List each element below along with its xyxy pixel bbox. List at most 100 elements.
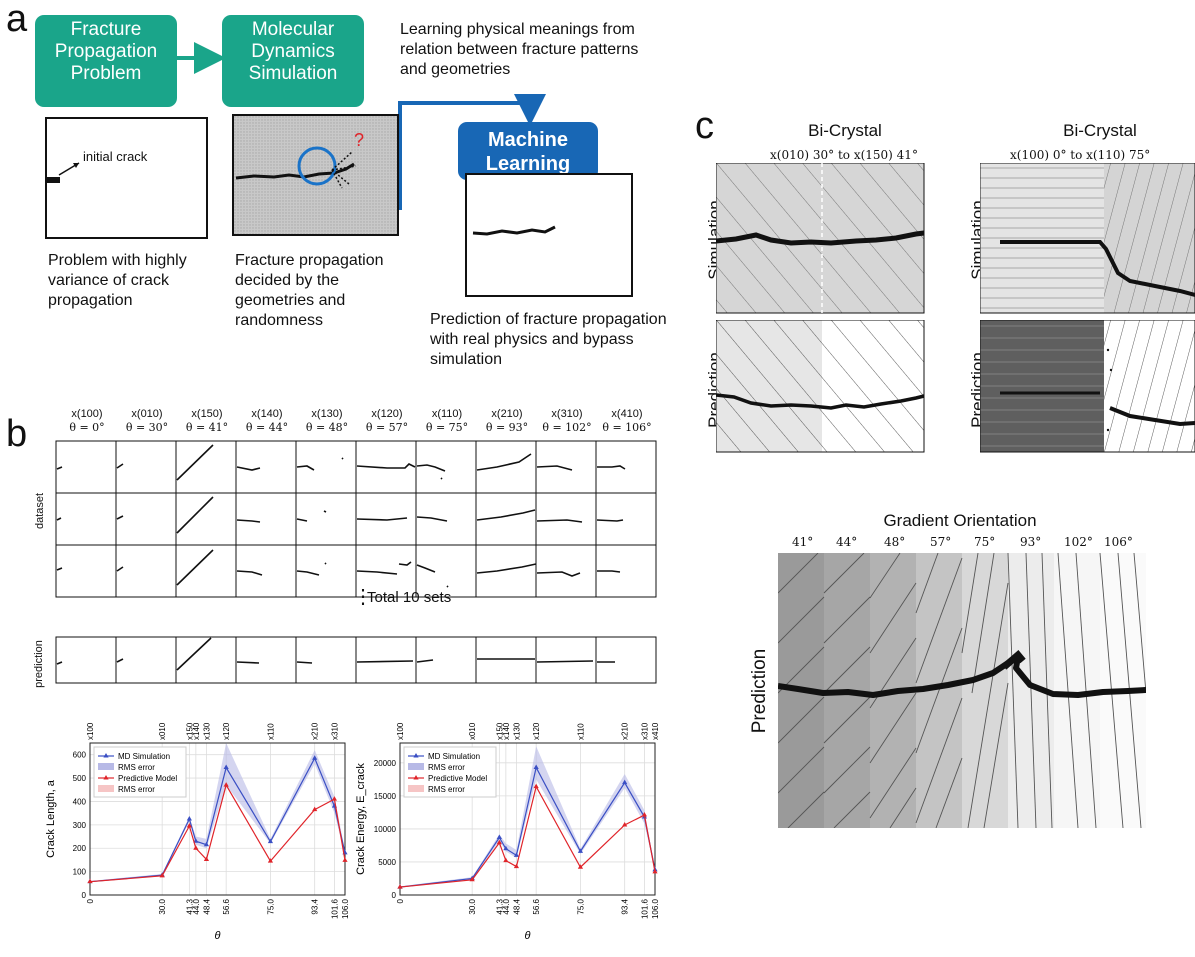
question-mark: ? bbox=[354, 130, 365, 150]
dataset-label: dataset bbox=[34, 492, 47, 530]
bicrystal-right-title: Bi-Crystal bbox=[1063, 121, 1137, 140]
prediction-row-label: prediction bbox=[32, 640, 45, 688]
x-tick-label: 30.0 bbox=[158, 898, 167, 914]
data-point bbox=[622, 821, 628, 827]
md-simulation-image: ? bbox=[232, 114, 399, 236]
panel-a-label: a bbox=[6, 0, 28, 40]
data-point bbox=[496, 839, 502, 845]
dataset-grid-lines bbox=[55, 440, 657, 598]
molecular-dynamics-box: Molecular Dynamics Simulation bbox=[222, 15, 364, 107]
y-tick-label: 0 bbox=[82, 891, 87, 900]
initial-crack-label: initial crack bbox=[83, 149, 148, 164]
y-tick-label: 400 bbox=[73, 797, 87, 806]
x-tick-label: 41.3 bbox=[185, 898, 194, 914]
legend: MD Simulation RMS error Predictive Model RM… bbox=[93, 746, 187, 798]
y-tick-label: 200 bbox=[73, 844, 87, 853]
col-plane: x(210) bbox=[491, 408, 523, 420]
data-point bbox=[186, 823, 192, 828]
legend: MD Simulation RMS error Predictive Model RM… bbox=[403, 746, 497, 798]
legend-label: RMS error bbox=[118, 785, 155, 794]
data-point bbox=[193, 845, 199, 850]
plot-frame bbox=[89, 742, 346, 896]
data-point bbox=[223, 782, 229, 787]
col-plane: x(100) bbox=[71, 408, 103, 420]
y-tick-label: 20000 bbox=[374, 759, 397, 768]
top-tick-label: x210 bbox=[311, 722, 320, 740]
data-point bbox=[577, 864, 584, 869]
legend-label: Predictive Model bbox=[428, 774, 487, 783]
data-point bbox=[641, 812, 648, 817]
crack-length-chart: 0 100 200 300 400 500 600 0 30.0 41.344.0 48.4 56.6… bbox=[45, 722, 350, 942]
col-plane: x(010) bbox=[131, 408, 163, 420]
legend-label: MD Simulation bbox=[118, 752, 170, 761]
data-point bbox=[652, 868, 658, 874]
top-tick-label: x110 bbox=[576, 723, 585, 740]
top-tick-label: x140 bbox=[502, 722, 511, 740]
data-point bbox=[159, 872, 165, 878]
data-point bbox=[267, 838, 274, 844]
series-line bbox=[399, 784, 656, 888]
legend-label: RMS error bbox=[428, 763, 465, 772]
top-tick-label: x130 bbox=[512, 722, 521, 740]
data-point bbox=[223, 764, 229, 770]
legend-label: Predictive Model bbox=[118, 774, 177, 783]
data-point bbox=[503, 845, 509, 851]
legend-marker bbox=[413, 775, 419, 780]
data-point bbox=[312, 806, 318, 812]
x-tick-label: 93.4 bbox=[311, 898, 320, 914]
col-plane: x(150) bbox=[191, 408, 223, 420]
dataset-cracks bbox=[56, 444, 626, 588]
y-tick-label: 600 bbox=[73, 751, 87, 760]
col-theta: θ = 106° bbox=[602, 421, 652, 434]
problem-image: initial crack bbox=[45, 117, 208, 239]
x-tick-label: 48.4 bbox=[512, 898, 521, 914]
top-tick-label: x100 bbox=[396, 722, 405, 740]
x-tick-label: 0 bbox=[86, 898, 95, 903]
data-point bbox=[267, 858, 274, 863]
machine-learning-box: Machine Learning bbox=[458, 122, 598, 180]
y-tick-label: 300 bbox=[73, 821, 87, 830]
x-tick-label: 106.0 bbox=[651, 898, 660, 919]
rms-error-band bbox=[400, 746, 655, 888]
data-point bbox=[533, 783, 539, 789]
angle-label: 57° bbox=[930, 535, 952, 549]
col-theta: θ = 41° bbox=[185, 421, 229, 434]
col-theta: θ = 48° bbox=[305, 421, 349, 434]
top-tick-label: x150 bbox=[185, 722, 194, 740]
ml-crack-drawing bbox=[472, 225, 556, 236]
col-plane: x(130) bbox=[311, 408, 343, 420]
top-tick-label: x010 bbox=[158, 722, 167, 740]
data-point bbox=[203, 841, 210, 847]
panel-c-label: c bbox=[695, 105, 714, 147]
series-line bbox=[399, 765, 656, 888]
plot-frame bbox=[399, 742, 656, 896]
data-point bbox=[533, 764, 539, 769]
prediction-cracks bbox=[56, 637, 615, 671]
x-tick-label: 41.3 bbox=[495, 898, 504, 914]
x-tick-label: 93.4 bbox=[621, 898, 630, 914]
caption-md: Fracture propagation decided by the geom… bbox=[235, 252, 384, 329]
col-plane: x(110) bbox=[431, 408, 463, 420]
bicrystal-left-prediction bbox=[716, 320, 925, 453]
y-axis-label: Crack Length, a bbox=[45, 779, 57, 858]
caption-problem: Problem with highly variance of crack pr… bbox=[48, 252, 187, 309]
col-theta: θ = 57° bbox=[365, 421, 409, 434]
bicrystal-left-simulation bbox=[716, 163, 925, 314]
legend-swatch bbox=[98, 763, 114, 770]
data-point bbox=[203, 856, 210, 861]
data-point bbox=[503, 857, 509, 863]
x-tick-label: 75.0 bbox=[266, 898, 275, 914]
top-learning-text: Learning physical meanings from relation… bbox=[400, 21, 639, 78]
bicrystal-left-subtitle: x(010) 30° to x(150) 41° bbox=[770, 148, 918, 162]
x-tick-label: 44.0 bbox=[502, 898, 511, 914]
x-tick-label: 0 bbox=[396, 898, 405, 903]
panel-b-label: b bbox=[6, 413, 28, 455]
col-theta: θ = 30° bbox=[125, 421, 169, 434]
col-theta: θ = 44° bbox=[245, 421, 289, 434]
data-point bbox=[193, 838, 199, 843]
initial-crack-drawing bbox=[47, 162, 80, 183]
legend-marker bbox=[413, 753, 419, 758]
top-tick-label: x140 bbox=[192, 722, 201, 740]
top-tick-label: x010 bbox=[468, 722, 477, 740]
bicrystal-left-title: Bi-Crystal bbox=[808, 121, 882, 140]
